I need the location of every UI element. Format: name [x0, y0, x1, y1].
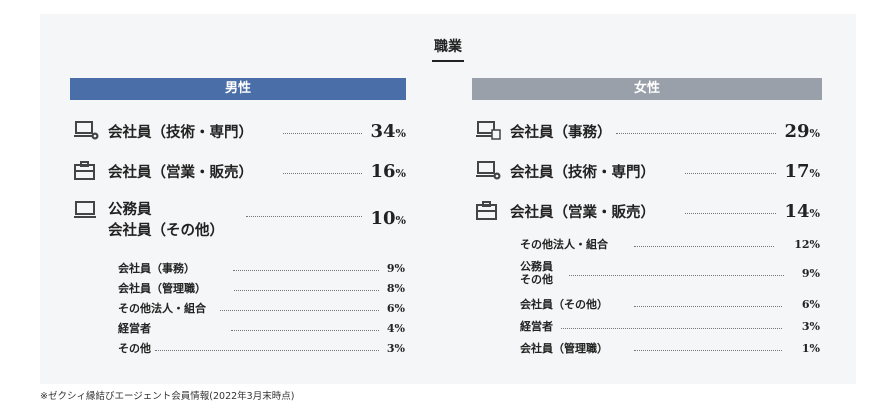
male-sub-5: その他 3% — [118, 342, 405, 355]
male-sub-1: 会社員（事務） 9% — [118, 262, 405, 275]
occupation-panel: 職業 男性 女性 会社員（技術・専門） 34% 会社員（営業・販売） 16% 公… — [40, 14, 856, 384]
title-underline — [432, 60, 464, 62]
male-sub-4: 経営者 4% — [118, 322, 405, 335]
female-row-3-label: 会社員（営業・販売） — [510, 204, 655, 221]
male-header: 男性 — [70, 78, 406, 100]
female-row-1-label: 会社員（事務） — [510, 124, 612, 141]
female-sub-4: 経営者 3% — [520, 320, 820, 333]
section-title: 職業 — [434, 39, 462, 55]
briefcase-icon — [74, 160, 100, 182]
female-header: 女性 — [472, 78, 822, 100]
male-row-3-label-1: 公務員 — [108, 202, 152, 218]
male-row-2: 会社員（営業・販売） 16% — [74, 160, 406, 182]
male-row-1-label: 会社員（技術・専門） — [108, 124, 253, 141]
male-sub-2: 会社員（管理職） 8% — [118, 282, 405, 295]
source-footnote: ※ゼクシィ縁結びエージェント会員情報(2022年3月末時点) — [40, 391, 295, 402]
female-row-2-value: 17% — [784, 160, 820, 182]
female-row-2: 会社員（技術・専門） 17% — [476, 160, 820, 182]
male-row-3-label-2: 会社員（その他） — [108, 223, 224, 239]
laptop-icon — [74, 200, 100, 222]
female-sub-1: その他法人・組合 12% — [520, 238, 820, 251]
male-sub-3: その他法人・組合 6% — [118, 302, 405, 315]
female-sub-2: 公務員 その他 9% — [520, 260, 820, 286]
male-row-3: 公務員 会社員（その他） 10% — [74, 200, 406, 242]
female-row-3: 会社員（営業・販売） 14% — [476, 200, 820, 222]
female-row-1-value: 29% — [784, 120, 820, 142]
laptop-gear-icon — [476, 160, 502, 182]
laptop-gear-icon — [74, 120, 100, 142]
male-row-2-label: 会社員（営業・販売） — [108, 164, 253, 181]
female-row-3-value: 14% — [784, 200, 820, 222]
female-row-2-label: 会社員（技術・専門） — [510, 164, 655, 181]
laptop-document-icon — [476, 120, 502, 142]
briefcase-icon — [476, 200, 502, 222]
female-sub-5: 会社員（管理職） 1% — [520, 342, 820, 355]
male-row-1: 会社員（技術・専門） 34% — [74, 120, 406, 142]
female-sub-3: 会社員（その他） 6% — [520, 298, 820, 311]
male-row-1-value: 34% — [370, 120, 406, 142]
female-row-1: 会社員（事務） 29% — [476, 120, 820, 142]
male-row-3-value: 10% — [370, 208, 406, 229]
male-row-2-value: 16% — [370, 160, 406, 182]
